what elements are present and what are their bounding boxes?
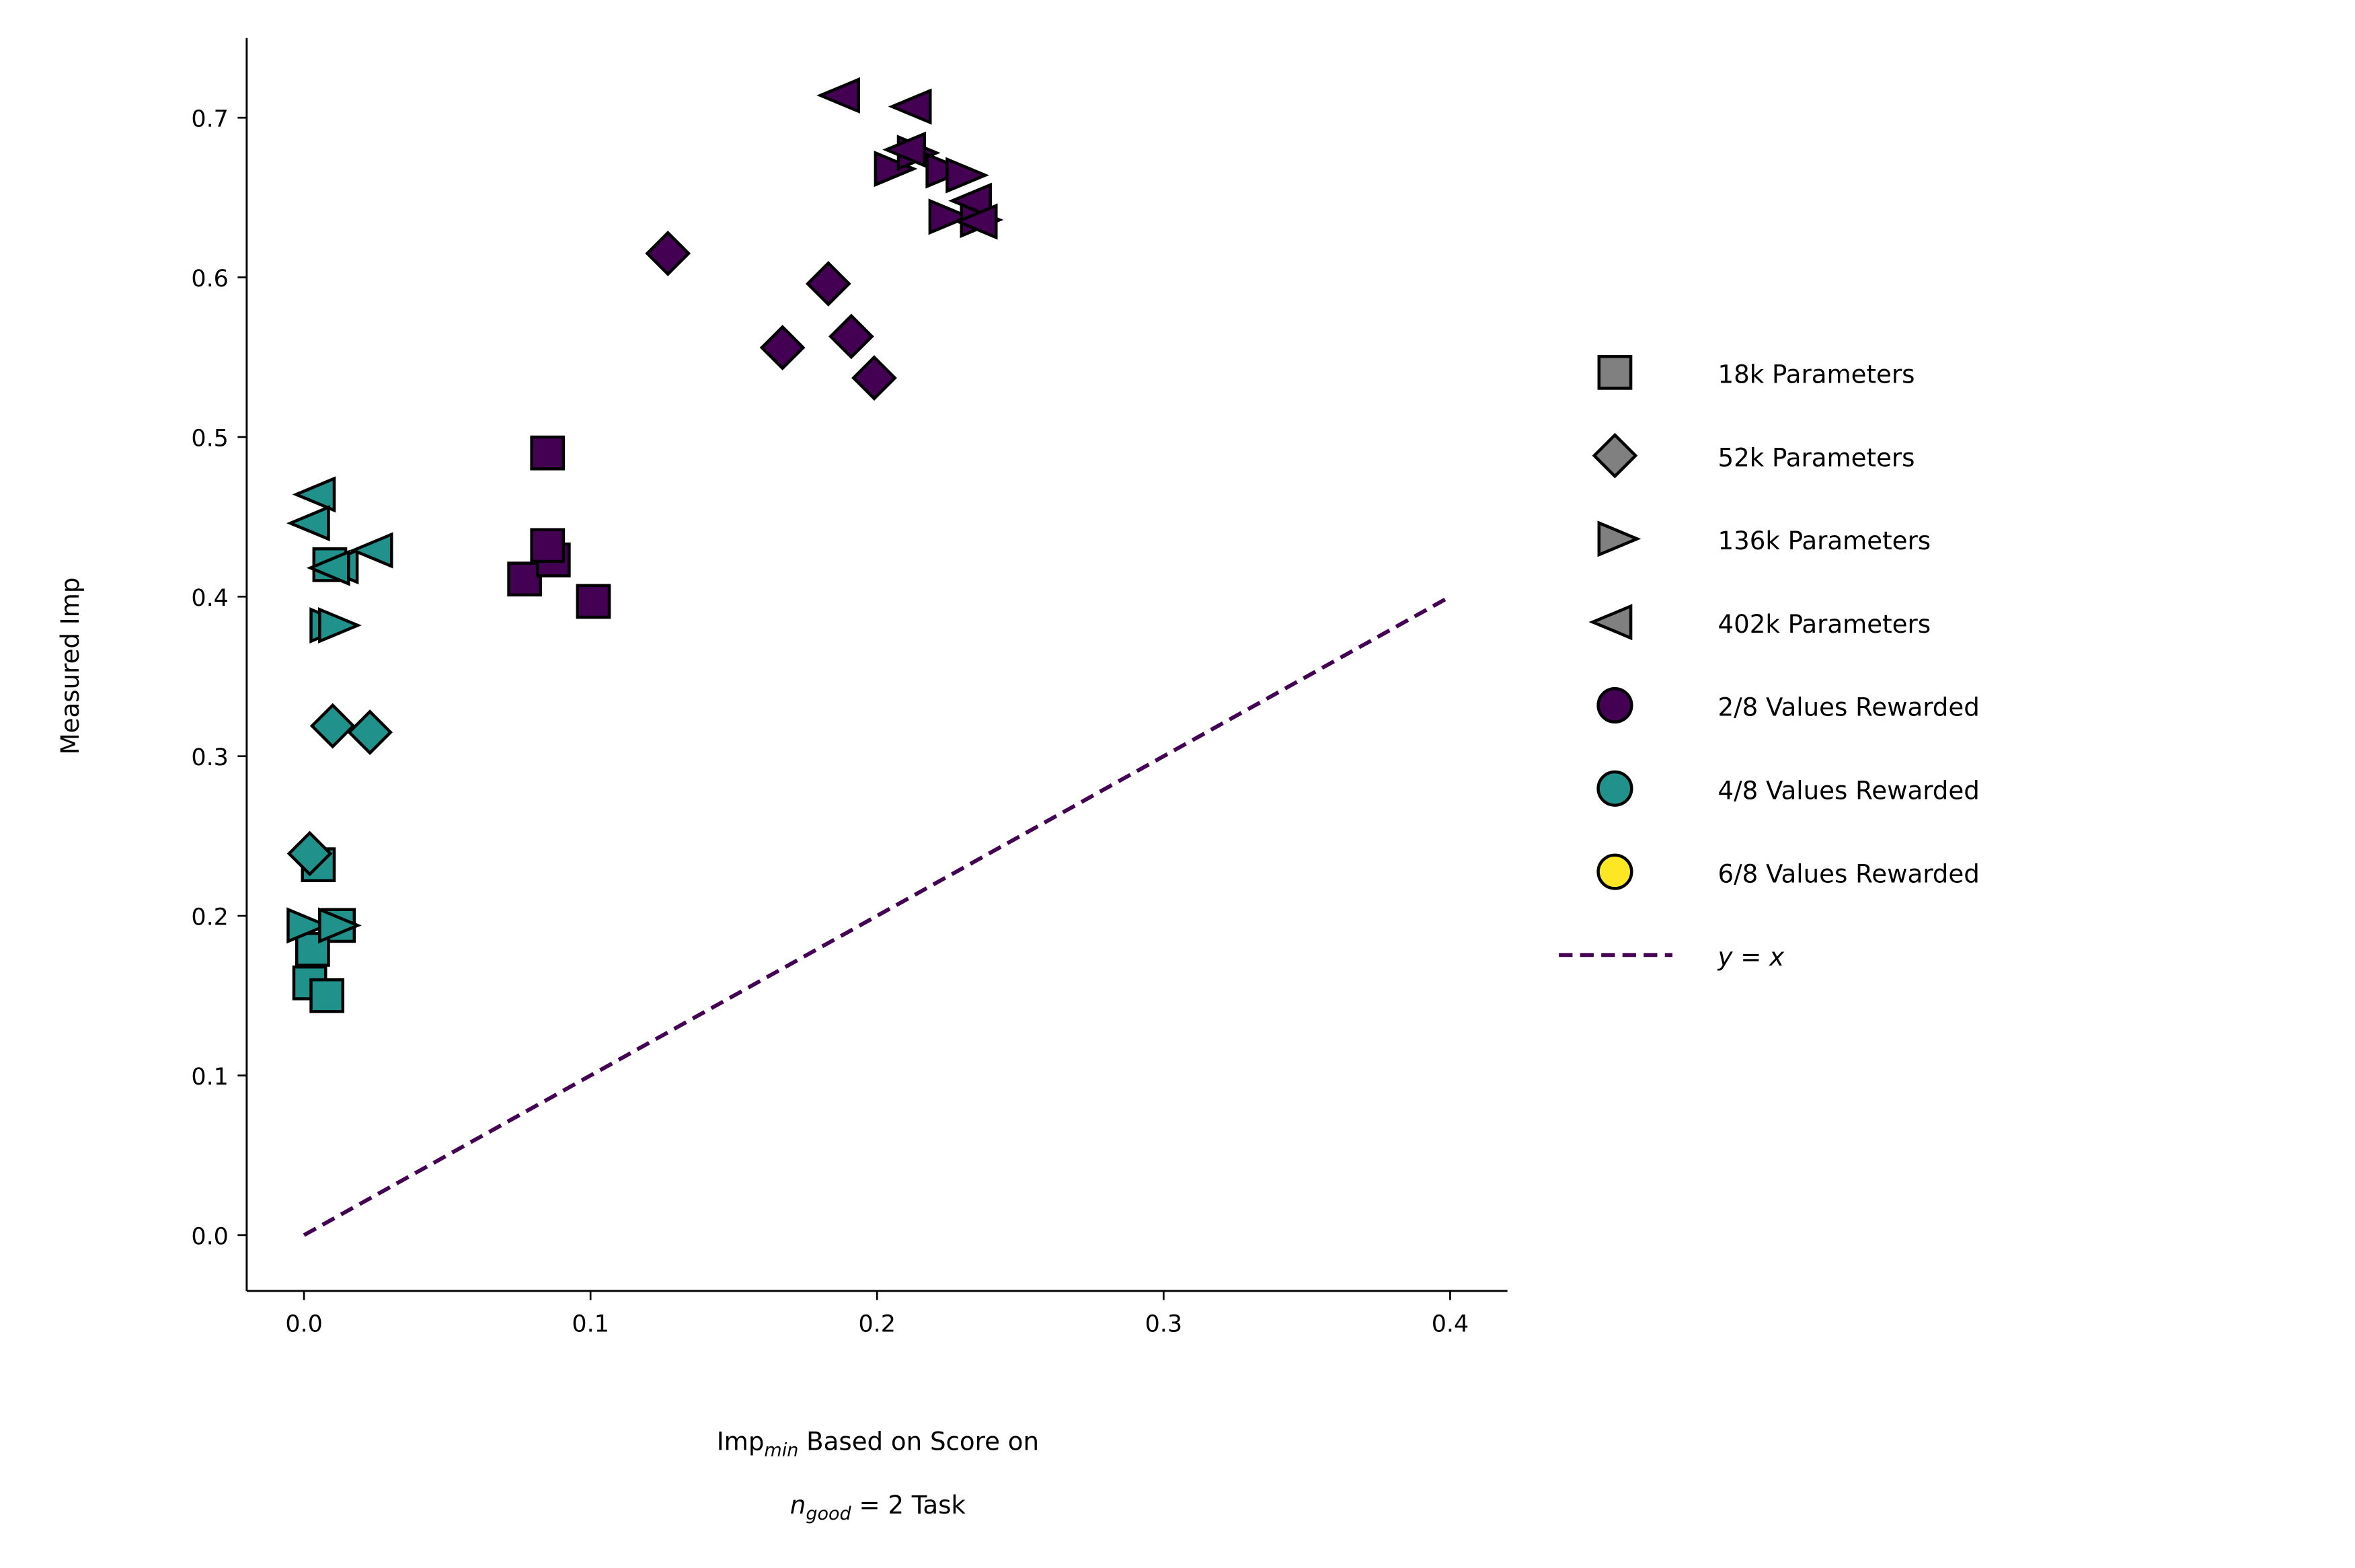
point-136k-2of8 (874, 151, 918, 188)
legend-label: 2/8 Values Rewarded (1717, 693, 1979, 722)
legend-marker (1592, 432, 1638, 479)
y-axis-label: Measured Imp (56, 578, 85, 755)
point-402k-2of8 (882, 131, 926, 168)
point-18k-4of8 (309, 978, 345, 1013)
y-tick-label: 0.5 (191, 425, 228, 452)
point-52k-4of8 (309, 703, 356, 749)
point-402k-2of8 (888, 88, 932, 125)
y-tick-label: 0.7 (191, 106, 228, 133)
point-52k-4of8 (286, 830, 333, 877)
point-402k-2of8 (954, 203, 998, 240)
legend-label: 6/8 Values Rewarded (1717, 859, 1979, 888)
point-136k-4of8 (318, 607, 362, 644)
legend-marker (1596, 687, 1633, 724)
point-52k-2of8 (759, 325, 806, 370)
point-18k-2of8 (576, 584, 611, 619)
legend-item: 402k Parameters (1588, 604, 1931, 641)
point-402k-2of8 (816, 77, 860, 114)
x-tick-label: 0.4 (1432, 1311, 1469, 1338)
x-tick-label: 0.1 (572, 1311, 609, 1338)
point-52k-4of8 (347, 709, 393, 755)
y-tick-label: 0.2 (191, 904, 228, 931)
legend-item: 6/8 Values Rewarded (1596, 853, 1980, 890)
point-402k-4of8 (306, 549, 350, 586)
point-136k-2of8 (928, 198, 972, 235)
x-axis-label-line2: ngood = 2 Task (790, 1491, 966, 1524)
legend-marker (1597, 354, 1633, 390)
legend-label: 52k Parameters (1717, 443, 1915, 472)
point-52k-2of8 (645, 231, 691, 276)
legend-label: 18k Parameters (1717, 360, 1915, 389)
legend-label: y = x (1717, 943, 1785, 972)
y-tick-label: 0.0 (191, 1223, 228, 1250)
legend-item: 18k Parameters (1597, 354, 1915, 390)
legend: 18k Parameters 52k Parameters 136k Paramet… (1559, 354, 1980, 972)
y-tick-label: 0.4 (191, 585, 228, 612)
legend-marker (1596, 853, 1633, 890)
point-18k-2of8 (530, 435, 566, 471)
legend-item: 52k Parameters (1592, 432, 1915, 479)
point-402k-4of8 (349, 532, 393, 569)
x-tick-label: 0.2 (859, 1311, 896, 1338)
point-402k-2of8 (948, 182, 992, 219)
point-18k-2of8 (530, 528, 566, 563)
legend-label: 136k Parameters (1717, 526, 1931, 555)
y-tick-label: 0.1 (191, 1064, 228, 1091)
legend-marker (1588, 604, 1633, 641)
x-axis-label: Impmin Based on Score on (717, 1427, 1039, 1460)
point-52k-2of8 (851, 355, 897, 401)
point-52k-2of8 (828, 313, 874, 360)
legend-label: 402k Parameters (1717, 610, 1931, 639)
x-tick-label: 0.3 (1145, 1311, 1182, 1338)
point-18k-2of8 (507, 561, 543, 597)
point-52k-2of8 (805, 261, 851, 307)
point-136k-2of8 (945, 157, 990, 194)
y-equals-x-line (303, 594, 1451, 1237)
point-402k-4of8 (286, 505, 330, 542)
y-tick-label: 0.6 (191, 266, 228, 292)
point-136k-4of8 (286, 907, 331, 944)
legend-item: 2/8 Values Rewarded (1596, 687, 1980, 724)
legend-item: 136k Parameters (1597, 520, 1931, 557)
legend-marker (1597, 520, 1642, 557)
legend-item: 4/8 Values Rewarded (1596, 770, 1980, 807)
y-tick-label: 0.3 (191, 744, 228, 771)
legend-item: y = x (1559, 943, 1785, 972)
legend-marker (1596, 770, 1633, 807)
data-points (286, 77, 1004, 1013)
point-402k-4of8 (292, 476, 336, 513)
x-tick-label: 0.0 (285, 1311, 322, 1338)
legend-label: 4/8 Values Rewarded (1717, 777, 1979, 806)
point-136k-4of8 (318, 907, 362, 944)
